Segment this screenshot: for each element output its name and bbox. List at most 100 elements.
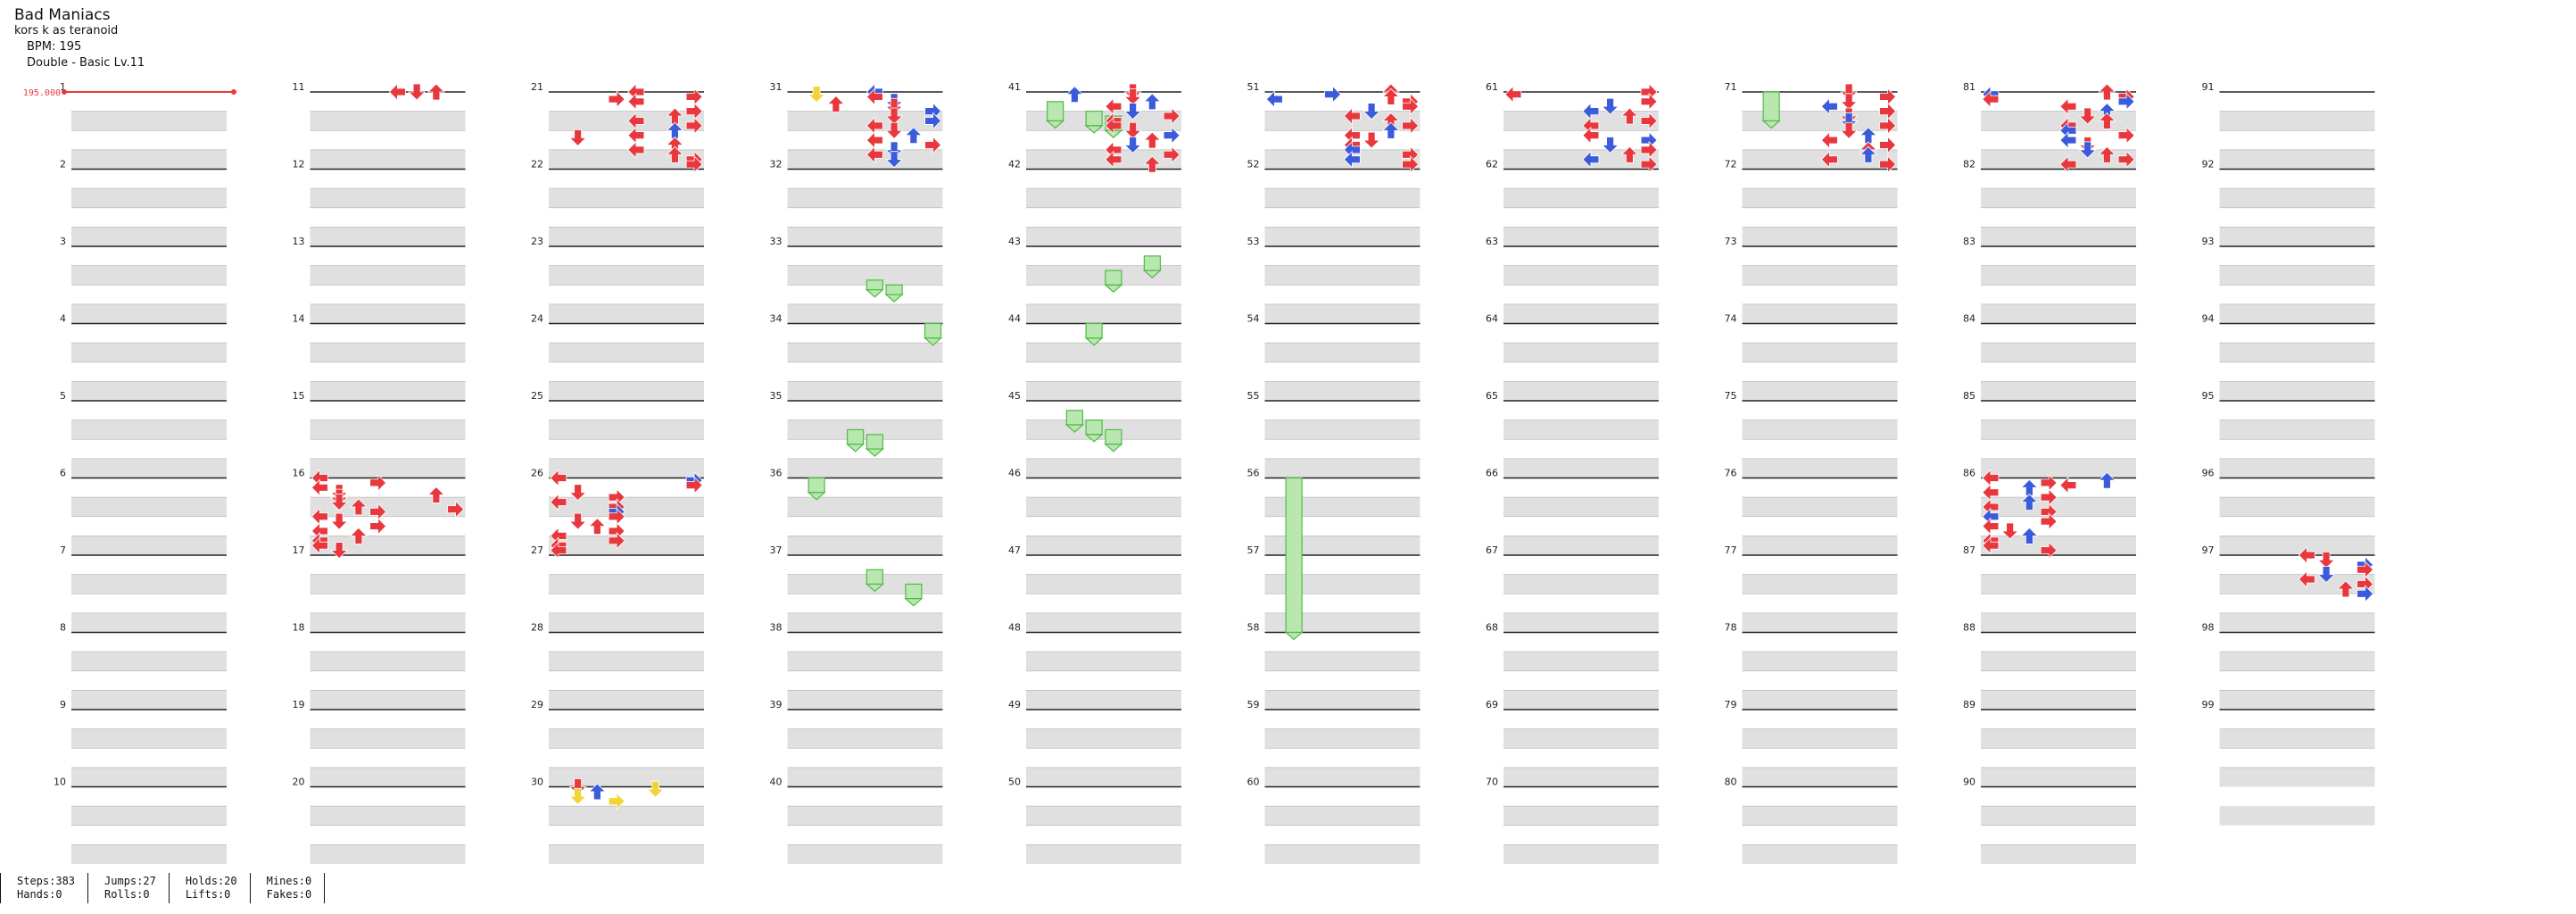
beat-row [1742, 728, 1898, 749]
beat-row [1264, 806, 1421, 826]
arrow-shape [2059, 97, 2077, 116]
beat-row [2219, 111, 2375, 131]
arrow-shape [1820, 150, 1838, 169]
hold-body [905, 583, 923, 600]
arrow-right-icon [2040, 512, 2058, 531]
arrow-shape [388, 83, 406, 101]
arrow-shape [1065, 86, 1084, 104]
beat-row [2219, 227, 2375, 246]
arrow-shape [1123, 137, 1142, 154]
arrow-up-icon [2098, 145, 2116, 163]
measure-number: 64 [1486, 313, 1498, 325]
arrow-up-icon [1143, 131, 1162, 149]
arrow-left-icon [1504, 85, 1522, 104]
beat-row [1026, 806, 1181, 826]
beat-row [1026, 420, 1181, 440]
arrow-right-icon [369, 473, 387, 492]
hold-tail [1084, 337, 1104, 346]
beat-row [1981, 574, 2136, 594]
arrow-shape [885, 141, 904, 159]
beat-row [1742, 844, 1898, 864]
beat-row [549, 227, 704, 246]
measure-number: 20 [293, 777, 305, 788]
beat-row [549, 844, 704, 864]
arrow-right-icon [685, 87, 703, 106]
arrow-shape [866, 87, 883, 106]
beat-row [1503, 536, 1659, 555]
beat-row [787, 381, 943, 401]
measure-number: 4 [60, 313, 66, 325]
beat-row [787, 420, 943, 440]
beat-row [1264, 420, 1421, 440]
arrow-down-icon [568, 778, 587, 796]
measure-number: 16 [293, 468, 305, 479]
arrow-down-icon [568, 484, 587, 502]
arrow-left-icon [1343, 107, 1361, 125]
arrow-down-icon [885, 121, 904, 139]
arrow-down-icon [1363, 103, 1381, 120]
beat-row [310, 536, 466, 555]
beat-row [1742, 188, 1898, 208]
measure-number: 42 [1008, 159, 1021, 170]
arrow-shape [1640, 92, 1658, 111]
measure-number: 76 [1725, 468, 1737, 479]
beat-row [71, 690, 227, 710]
beat-row [71, 149, 227, 170]
measure-number: 10 [54, 777, 66, 788]
arrow-shape [666, 145, 684, 163]
arrow-shape [568, 512, 587, 530]
song-header: Bad Maniacs kors k as teranoid BPM: 195 … [14, 7, 145, 71]
arrow-shape [1840, 112, 1859, 130]
arrow-shape [627, 140, 645, 159]
arrow-shape [1143, 131, 1162, 149]
arrow-right-icon [1163, 107, 1180, 125]
arrow-shape [608, 90, 625, 109]
arrow-right-icon [1402, 97, 1420, 116]
beat-row [71, 728, 227, 749]
arrow-up-icon [588, 517, 607, 535]
arrow-shape [2059, 155, 2077, 174]
arrow-shape [1601, 137, 1619, 154]
arrow-down-icon [1363, 131, 1381, 149]
beat-row [787, 111, 943, 131]
beat-row [549, 303, 704, 324]
beat-row [549, 420, 704, 440]
beat-row [310, 844, 466, 864]
beat-row [1026, 536, 1181, 555]
arrow-shape [1163, 107, 1180, 125]
arrow-up-icon [826, 95, 845, 112]
beat-row [1264, 188, 1421, 208]
hold-body [885, 284, 903, 295]
beat-row [1503, 806, 1659, 826]
beat-row [1264, 265, 1421, 286]
beat-row [787, 574, 943, 594]
beat-row [787, 265, 943, 286]
arrow-right-icon [369, 517, 387, 536]
arrow-left-icon [627, 140, 645, 159]
beat-row [310, 343, 466, 362]
arrow-right-icon [1879, 116, 1897, 135]
measure-number: 43 [1008, 236, 1021, 247]
beat-row [71, 844, 227, 864]
stats-cell-steps: Steps:383 Hands:0 [0, 873, 87, 903]
arrow-shape [1840, 121, 1859, 139]
measure-number: 28 [531, 622, 543, 634]
arrow-up-icon [1381, 121, 1400, 139]
measure-number: 83 [1963, 236, 1975, 247]
beat-row [1026, 343, 1181, 362]
arrow-shape [2098, 83, 2116, 101]
arrow-shape [1343, 107, 1361, 125]
beat-row [787, 612, 943, 633]
beat-row [1503, 574, 1659, 594]
beat-row [2219, 690, 2375, 710]
arrow-shape [550, 469, 567, 487]
beat-row [787, 497, 943, 517]
beat-row [549, 111, 704, 131]
arrow-right-icon [1640, 92, 1658, 111]
arrow-left-icon [550, 493, 567, 511]
fakes-count: Fakes:0 [266, 888, 312, 901]
arrow-up-icon [2098, 471, 2116, 489]
beat-row [1503, 420, 1659, 440]
beat-row [549, 497, 704, 517]
hold-body [808, 477, 825, 494]
